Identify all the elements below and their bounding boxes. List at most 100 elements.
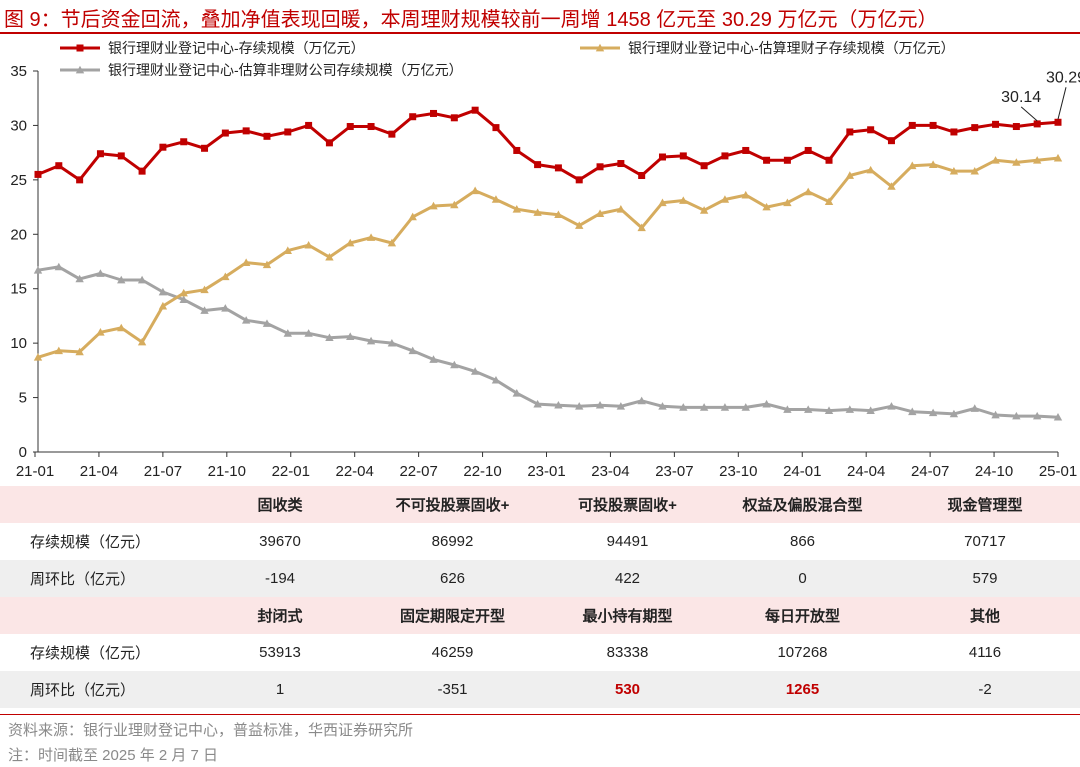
data-point: [554, 400, 563, 409]
x-tick-label: 23-07: [655, 463, 693, 480]
legend-marker: [76, 44, 84, 52]
data-point: [179, 288, 188, 297]
data-point: [33, 353, 43, 361]
data-point: [96, 150, 104, 158]
data-point: [512, 389, 521, 397]
data-point: [366, 336, 376, 345]
data-point: [971, 124, 979, 132]
table-cell: 866: [789, 533, 816, 550]
data-point: [595, 400, 605, 409]
data-point: [201, 144, 209, 152]
data-point: [992, 120, 1000, 128]
data-point: [908, 121, 916, 129]
data-point: [846, 128, 854, 136]
legend-entry: 银行理财业登记中心-估算理财子存续规模（万亿元）: [580, 40, 955, 56]
series-1: [34, 106, 1062, 184]
chart-plot-area: 30.14 30.29: [33, 69, 1080, 421]
data-point: [679, 152, 687, 160]
data-point: [304, 240, 313, 249]
table-header-row: 封闭式 固定期限定开型 最小持有期型 每日开放型 其他: [0, 597, 1080, 634]
table-header-cell: 不可投股票固收+: [365, 486, 540, 523]
x-tick-label: 21-10: [208, 463, 246, 480]
data-point: [450, 200, 459, 209]
table-cell: 39670: [259, 533, 301, 550]
data-point: [928, 160, 938, 168]
row-label: 周环比（亿元）: [0, 560, 195, 597]
data-label: 30.14: [1001, 89, 1041, 106]
series-line: [37, 156, 1059, 359]
data-point: [200, 285, 209, 294]
table-cell: -2: [890, 671, 1080, 708]
data-point: [783, 156, 791, 164]
series-line: [37, 108, 1059, 182]
data-point: [616, 402, 626, 410]
data-point: [928, 408, 938, 417]
table-header-cell: 固收类: [195, 486, 365, 523]
data-point: [1053, 153, 1063, 162]
table-header-cell: 其他: [890, 597, 1080, 634]
y-tick-label: 30: [10, 117, 27, 134]
data-point: [512, 205, 521, 213]
data-point: [492, 124, 500, 132]
data-point: [949, 166, 959, 175]
table-cell: 422: [540, 560, 715, 597]
data-point: [429, 355, 438, 363]
row-label: 周环比（亿元）: [0, 671, 195, 708]
data-point: [367, 123, 375, 131]
data-point: [1032, 156, 1042, 164]
data-point: [409, 113, 417, 121]
data-point: [720, 403, 730, 411]
x-tick-label: 23-01: [527, 463, 565, 480]
data-point: [54, 346, 64, 355]
data-point: [450, 114, 458, 122]
data-point: [325, 139, 333, 147]
table-cell: 53913: [259, 644, 301, 661]
data-point: [554, 164, 562, 172]
data-point: [991, 410, 1000, 419]
x-tick-label: 25-01: [1039, 463, 1077, 480]
data-point: [430, 109, 438, 117]
y-tick-label: 35: [10, 63, 27, 80]
data-point: [96, 269, 105, 277]
y-tick-label: 20: [10, 226, 27, 243]
table-cell: 83338: [606, 644, 649, 661]
x-tick-label: 21-07: [144, 463, 182, 480]
data-point: [346, 238, 355, 247]
data-point: [742, 146, 750, 154]
data-point: [866, 165, 875, 174]
data-point: [408, 346, 417, 355]
data-point: [346, 332, 355, 340]
data-point: [325, 252, 334, 261]
table-cell: 94491: [606, 533, 649, 550]
data-point: [513, 146, 521, 154]
line-chart: 银行理财业登记中心-存续规模（万亿元） 银行理财业登记中心-估算理财子存续规模（万…: [10, 40, 1080, 480]
data-point: [284, 128, 292, 136]
table-header-cell: 固定期限定开型: [365, 597, 540, 634]
data-point: [866, 406, 875, 414]
table-cell: 1265: [715, 671, 890, 708]
data-point: [158, 287, 168, 296]
table-cell: 579: [890, 560, 1080, 597]
figure-title: 图 9：节后资金回流，叠加净值表现回暖，本周理财规模较前一周增 1458 亿元至…: [4, 9, 938, 31]
data-point: [366, 233, 376, 241]
data-point: [887, 182, 896, 190]
table-cell: 626: [365, 560, 540, 597]
table-row: 存续规模（亿元） 39670 86992 94491 866 70717: [0, 523, 1080, 560]
data-point: [1012, 123, 1020, 131]
data-point: [263, 132, 271, 140]
data-point: [1032, 411, 1042, 420]
chart-legend: 银行理财业登记中心-存续规模（万亿元） 银行理财业登记中心-估算理财子存续规模（万…: [60, 40, 955, 78]
data-point: [908, 407, 917, 416]
table-cell: 530: [540, 671, 715, 708]
data-point: [679, 403, 688, 411]
data-point: [242, 127, 250, 135]
chart-axes: 0 5 10 15 20 25 30 35 21-01 21-04 21-07 21-10 22-01 2…: [10, 63, 1077, 480]
x-tick-label: 22-04: [336, 463, 374, 480]
legend-entry: 银行理财业登记中心-存续规模（万亿元）: [60, 40, 365, 56]
table-header-cell: 最小持有期型: [540, 597, 715, 634]
title-rule: [0, 32, 1080, 34]
data-point: [491, 375, 501, 384]
table-cell: -351: [365, 671, 540, 708]
data-point: [1012, 158, 1021, 166]
data-point: [741, 190, 750, 199]
